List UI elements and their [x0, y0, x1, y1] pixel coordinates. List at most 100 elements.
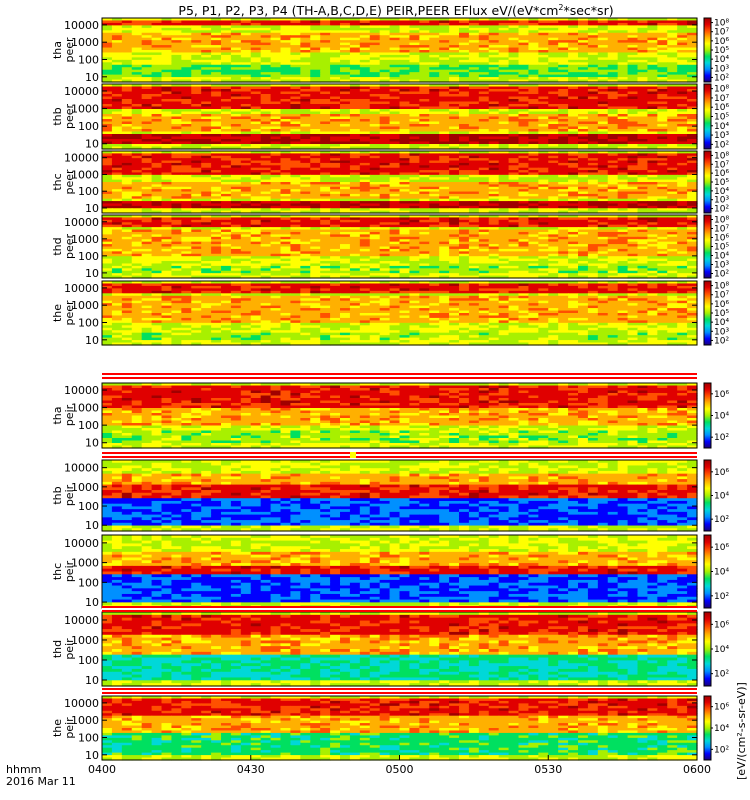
- heatmap-cell: [518, 42, 530, 46]
- heatmap-cell: [349, 59, 361, 63]
- heatmap-cell: [240, 50, 252, 54]
- heatmap-cell: [270, 94, 282, 98]
- heatmap-cell: [449, 32, 460, 36]
- heatmap-cell: [647, 74, 658, 78]
- heatmap-cell: [330, 52, 341, 56]
- heatmap-cell: [111, 111, 123, 115]
- heatmap-cell: [587, 79, 599, 83]
- heatmap-cell: [558, 119, 569, 123]
- heatmap-cell: [399, 111, 411, 115]
- heatmap-cell: [538, 57, 549, 61]
- heatmap-cell: [369, 50, 381, 54]
- heatmap-cell: [399, 35, 411, 39]
- heatmap-cell: [468, 84, 480, 88]
- heatmap-cell: [687, 101, 698, 105]
- heatmap-cell: [320, 32, 331, 36]
- heatmap-cell: [607, 30, 619, 34]
- heatmap-cell: [597, 126, 609, 130]
- heatmap-cell: [488, 62, 500, 66]
- heatmap-cell: [419, 25, 430, 29]
- heatmap-cell: [687, 126, 698, 130]
- heatmap-cell: [121, 32, 133, 36]
- heatmap-cell: [191, 94, 202, 98]
- heatmap-cell: [439, 124, 450, 128]
- heatmap-cell: [171, 37, 182, 41]
- heatmap-cell: [300, 42, 311, 46]
- heatmap-cell: [102, 30, 113, 34]
- heatmap-cell: [359, 50, 371, 54]
- heatmap-cell: [478, 32, 490, 36]
- heatmap-cell: [161, 64, 173, 68]
- heatmap-cell: [478, 119, 490, 123]
- heatmap-cell: [102, 126, 113, 130]
- heatmap-cell: [617, 27, 629, 31]
- heatmap-cell: [340, 64, 351, 68]
- heatmap-cell: [330, 25, 341, 29]
- heatmap-cell: [667, 104, 678, 108]
- heatmap-cell: [102, 96, 113, 100]
- heatmap-cell: [240, 25, 252, 29]
- heatmap-cell: [330, 74, 341, 78]
- heatmap-cell: [419, 40, 430, 44]
- heatmap-cell: [320, 25, 331, 29]
- heatmap-cell: [121, 64, 133, 68]
- heatmap-cell: [468, 79, 480, 83]
- heatmap-cell: [578, 114, 589, 118]
- heatmap-cell: [419, 104, 430, 108]
- heatmap-cell: [221, 114, 232, 118]
- heatmap-cell: [320, 101, 331, 105]
- heatmap-cell: [508, 27, 520, 31]
- heatmap-cell: [320, 86, 331, 90]
- heatmap-cell: [508, 121, 520, 125]
- heatmap-cell: [419, 111, 430, 115]
- heatmap-cell: [409, 64, 420, 68]
- heatmap-cell: [647, 96, 658, 100]
- heatmap-cell: [111, 67, 123, 71]
- heatmap-cell: [201, 101, 212, 105]
- heatmap-cell: [607, 37, 619, 41]
- heatmap-cell: [409, 20, 420, 24]
- heatmap-cell: [221, 22, 232, 26]
- heatmap-cell: [607, 104, 619, 108]
- heatmap-cell: [260, 35, 272, 39]
- heatmap-cell: [478, 59, 490, 63]
- heatmap-cell: [429, 25, 440, 29]
- heatmap-cell: [349, 116, 361, 120]
- heatmap-cell: [518, 20, 530, 24]
- heatmap-cell: [171, 129, 182, 133]
- heatmap-cell: [191, 52, 202, 56]
- heatmap-cell: [478, 35, 490, 39]
- heatmap-cell: [102, 45, 113, 49]
- heatmap-cell: [201, 94, 212, 98]
- heatmap-cell: [389, 74, 401, 78]
- heatmap-cell: [568, 40, 579, 44]
- heatmap-cell: [439, 27, 450, 31]
- heatmap-cell: [637, 126, 649, 130]
- heatmap-cell: [568, 67, 579, 71]
- heatmap-cell: [141, 62, 153, 66]
- figure-title: P5, P1, P2, P3, P4 (TH-A,B,C,D,E) PEIR,P…: [178, 3, 613, 18]
- heatmap-cell: [687, 30, 698, 34]
- heatmap-cell: [677, 22, 688, 26]
- heatmap-cell: [558, 27, 569, 31]
- heatmap-cell: [211, 52, 222, 56]
- heatmap-cell: [260, 22, 272, 26]
- heatmap-cell: [111, 109, 123, 113]
- heatmap-cell: [548, 114, 559, 118]
- heatmap-cell: [369, 18, 381, 22]
- heatmap-cell: [548, 106, 559, 110]
- heatmap-cell: [171, 96, 182, 100]
- heatmap-cell: [349, 35, 361, 39]
- heatmap-cell: [181, 52, 192, 56]
- heatmap-cell: [508, 52, 520, 56]
- heatmap-cell: [111, 69, 123, 73]
- heatmap-cell: [657, 89, 668, 93]
- heatmap-cell: [300, 35, 311, 39]
- heatmap-cell: [181, 116, 192, 120]
- heatmap-cell: [201, 50, 212, 54]
- heatmap-cell: [439, 99, 450, 103]
- heatmap-cell: [439, 25, 450, 29]
- heatmap-cell: [300, 30, 311, 34]
- heatmap-cell: [181, 119, 192, 123]
- heatmap-cell: [330, 32, 341, 36]
